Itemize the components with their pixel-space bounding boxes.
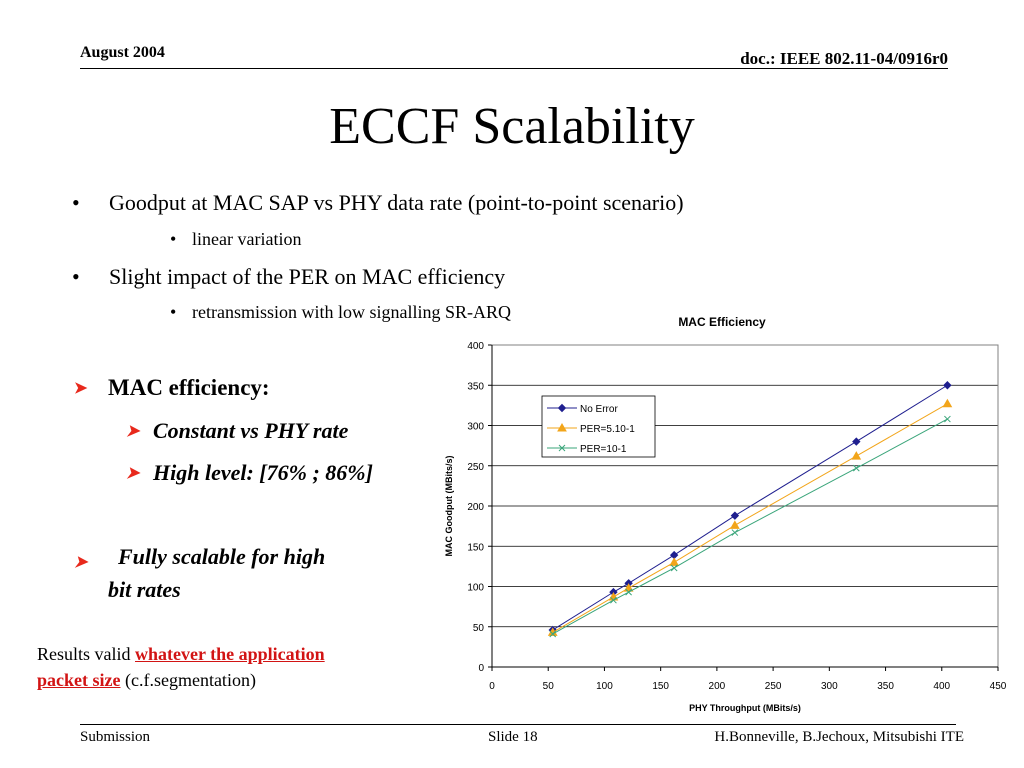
results-note: Results valid whatever the application p… (37, 641, 417, 693)
data-point (549, 630, 557, 638)
arrow-icon: ➤ (74, 380, 88, 397)
legend-swatch-marker (557, 403, 567, 413)
bullet-dot: • (170, 229, 177, 249)
y-tick-label: 150 (467, 542, 484, 553)
x-tick-label: 100 (596, 681, 613, 692)
bullet-linear: • linear variation (170, 229, 301, 250)
results-suffix: (c.f.segmentation) (120, 670, 256, 690)
x-axis-label: PHY Throughput (MBits/s) (689, 703, 801, 713)
x-tick-label: 350 (877, 681, 894, 692)
header-date: August 2004 (80, 44, 165, 61)
legend-label: PER=5.10-1 (580, 424, 635, 435)
x-tick-label: 0 (489, 681, 495, 692)
x-tick-label: 450 (990, 681, 1007, 692)
arrow-icon: ➤ (126, 423, 140, 440)
arrow-icon: ➤ (126, 465, 140, 482)
results-highlight-2: packet size (37, 670, 121, 690)
data-point (669, 557, 680, 566)
legend-swatch-marker (557, 422, 567, 432)
bullet-retransmission: • retransmission with low signalling SR-… (170, 302, 511, 323)
data-point (943, 381, 952, 390)
legend-label: PER=10-1 (580, 444, 627, 455)
x-tick-label: 150 (652, 681, 669, 692)
y-axis-label: MAC Goodput (MBits/s) (444, 456, 454, 557)
mac-efficiency-heading-text: MAC efficiency: (108, 375, 270, 400)
x-tick-label: 300 (821, 681, 838, 692)
data-point (730, 511, 740, 520)
footer-submission: Submission (80, 729, 151, 745)
x-tick-label: 50 (543, 681, 555, 692)
y-tick-label: 250 (467, 462, 484, 473)
bullet-linear-text: linear variation (192, 229, 302, 249)
data-point (670, 564, 678, 572)
bullet-dot: • (72, 264, 80, 289)
arrow-icon: ➤ (74, 554, 88, 571)
x-tick-label: 200 (709, 681, 726, 692)
footer-divider (80, 724, 956, 725)
data-point (852, 437, 861, 446)
header-divider (80, 68, 948, 69)
header-doc-id: doc.: IEEE 802.11-04/0916r0 (740, 49, 948, 68)
data-point (944, 415, 951, 423)
footer-authors: H.Bonneville, B.Jechoux, Mitsubishi ITE (714, 729, 964, 745)
mac-efficiency-heading: ➤ MAC efficiency: (74, 375, 374, 401)
data-point (942, 398, 953, 408)
y-tick-label: 300 (467, 422, 484, 433)
mac-item-constant: ➤ Constant vs PHY rate (126, 418, 426, 444)
results-prefix: Results valid (37, 644, 135, 664)
legend-swatch-marker (558, 444, 566, 452)
bullet-goodput: • Goodput at MAC SAP vs PHY data rate (p… (72, 190, 684, 216)
data-point (625, 588, 632, 596)
x-tick-label: 250 (765, 681, 782, 692)
results-highlight-1: whatever the application (135, 644, 325, 664)
data-point (851, 451, 862, 460)
data-point (852, 464, 860, 472)
x-tick-label: 400 (933, 681, 950, 692)
bullet-per-impact: • Slight impact of the PER on MAC effici… (72, 264, 505, 290)
mac-item-high-level: ➤ High level: [76% ; 86%] (126, 460, 446, 486)
y-tick-label: 100 (467, 583, 484, 594)
bullet-goodput-text: Goodput at MAC SAP vs PHY data rate (poi… (109, 190, 684, 215)
y-tick-label: 0 (478, 663, 484, 674)
data-point (731, 529, 739, 536)
mac-efficiency-chart: MAC Efficiency 0 50 100 150 200 250 300 350 400 0 5… (444, 315, 1007, 713)
data-point (730, 520, 740, 529)
bullet-dot: • (170, 302, 177, 322)
footer-slide-number: Slide 18 (488, 729, 538, 745)
chart-title: MAC Efficiency (678, 315, 766, 329)
bullet-retransmission-text: retransmission with low signalling SR-AR… (192, 302, 511, 322)
mac-item-scalable-line1: Fully scalable for high (118, 544, 326, 569)
mac-item-constant-text: Constant vs PHY rate (153, 418, 349, 443)
data-point (623, 583, 634, 592)
data-point (610, 596, 617, 604)
slide-title: ECCF Scalability (329, 98, 695, 155)
y-tick-label: 200 (467, 502, 484, 513)
y-tick-label: 400 (467, 341, 484, 352)
bullet-per-impact-text: Slight impact of the PER on MAC efficien… (109, 264, 506, 289)
bullet-dot: • (72, 190, 80, 215)
mac-item-scalable-line2: bit rates (108, 577, 181, 602)
y-tick-label: 350 (467, 381, 484, 392)
y-tick-label: 50 (473, 623, 485, 634)
mac-item-high-level-text: High level: [76% ; 86%] (153, 460, 373, 485)
mac-item-scalable: ➤ Fully scalable for high bit rates (74, 540, 404, 606)
legend-label: No Error (580, 404, 618, 415)
